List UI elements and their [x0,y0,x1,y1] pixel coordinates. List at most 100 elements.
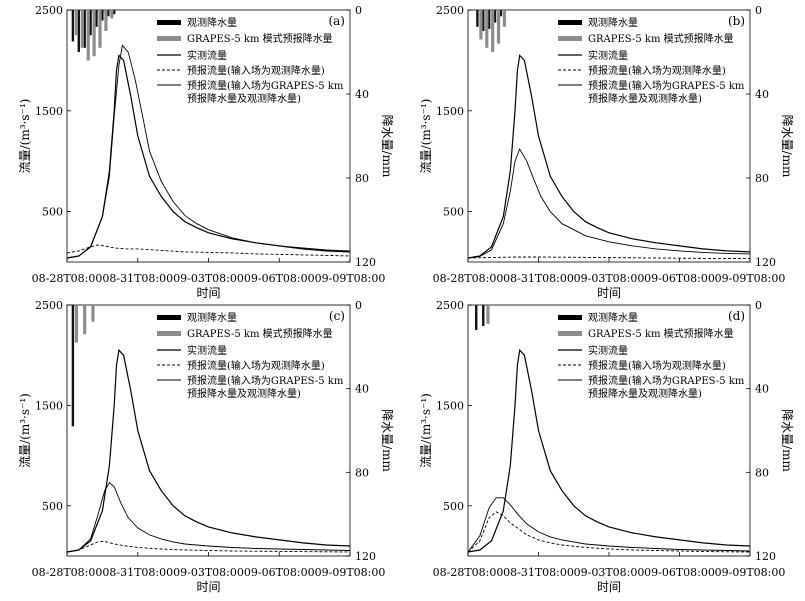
legend-label: 观测降水量 [588,311,638,324]
y2-axis-label: 降水量/mm [380,115,394,178]
y-tick-label: 2500 [35,4,63,17]
legend-label: 实测流量 [187,344,227,357]
forecast-flow-grapes-line [467,497,751,553]
y2-tick-label: 80 [755,172,769,185]
y-tick-label: 1500 [436,105,464,118]
fcst-rain-bar [496,10,501,44]
legend-label: GRAPES-5 km 模式预报降水量 [588,327,734,340]
legend-swatch-obs-rain [157,315,181,320]
legend-label: 预报流量(输入场为GRAPES-5 km [187,374,344,387]
y-tick-label: 500 [443,206,464,219]
y2-tick-label: 0 [355,299,362,312]
y2-axis-label: 降水量/mm [780,409,794,472]
plot-frame [66,9,351,263]
y2-tick-label: 40 [355,383,369,396]
obs-rain-bar [107,10,110,17]
x-tick-label: 09-09T08:00 [715,272,786,285]
x-tick-label: 08-28T08:00 [32,272,103,285]
legend-label: 预报降水量及观测降水量) [187,92,301,105]
obs-rain-bar [475,305,478,331]
y-axis-label: 流量/(m³·s⁻¹) [419,99,433,174]
fcst-rain-bar [74,10,79,36]
legend-swatch-fcst-rain [558,331,582,336]
y-axis-label: 流量/(m³·s⁻¹) [18,99,32,174]
y2-tick-label: 80 [755,466,769,479]
y2-tick-label: 40 [755,383,769,396]
y2-tick-label: 120 [355,256,376,269]
x-tick-label: 08-31T08:00 [102,272,173,285]
fcst-rain-bar [80,10,84,48]
legend-label: 预报降水量及观测降水量) [187,387,301,400]
obs-rain-bar [499,10,503,17]
legend-label: 预报流量(输入场为GRAPES-5 km [588,374,745,387]
forecast-flow-obs-rain-line [467,511,751,553]
x-tick-label: 08-28T08:00 [32,566,103,579]
legend-label: 预报流量(输入场为观测降水量) [588,359,726,372]
x-tick-label: 09-06T08:00 [244,566,315,579]
legend-label: 实测流量 [588,344,628,357]
legend-label: 预报降水量及观测降水量) [588,92,702,105]
fcst-rain-bar [92,10,96,57]
fcst-rain-bar [479,10,483,40]
x-tick-label: 08-31T08:00 [102,566,173,579]
obs-rain-bar [71,10,75,42]
x-tick-label: 09-03T08:00 [173,566,244,579]
legend-label: 实测流量 [187,49,227,62]
chart-panel-3: 500 1500 2500 0 40 80 120 08-28T08:00 08-31T08:0… [18,299,394,594]
panel-label: (b) [728,14,745,28]
panel-label: (c) [329,309,345,323]
legend-swatch-obs-rain [157,20,181,25]
y2-tick-label: 120 [755,256,776,269]
y-tick-label: 2500 [436,4,464,17]
x-tick-label: 08-31T08:00 [503,272,574,285]
x-tick-label: 08-28T08:00 [433,272,504,285]
legend-swatch-fcst-rain [558,36,582,41]
fcst-rain-bar [98,10,102,48]
x-tick-label: 08-28T08:00 [433,566,504,579]
legend-swatch-obs-rain [558,315,582,320]
x-axis-label: 时间 [597,580,621,594]
y2-axis-label: 降水量/mm [380,409,394,472]
fcst-rain-bar [83,305,87,335]
obs-rain-bar [482,305,485,326]
legend-label: 预报流量(输入场为观测降水量) [187,359,325,372]
legend-label: 预报流量(输入场为观测降水量) [588,64,726,77]
observed-flow-line [467,54,751,259]
obs-rain-bar [95,10,98,27]
x-tick-label: 09-03T08:00 [574,566,645,579]
legend-label: 预报流量(输入场为GRAPES-5 km [187,79,344,92]
x-tick-label: 09-09T08:00 [315,566,386,579]
legend-label: 预报流量(输入场为GRAPES-5 km [588,79,745,92]
legend-swatch-fcst-rain [157,36,181,41]
y-tick-label: 500 [42,500,63,513]
fcst-rain-bar [491,10,495,52]
plot-frame [66,304,351,557]
legend-label: GRAPES-5 km 模式预报降水量 [187,327,333,340]
y2-tick-label: 40 [755,88,769,101]
y-tick-label: 500 [42,206,63,219]
observed-flow-line [467,348,751,553]
fcst-rain-bar [86,10,90,61]
x-tick-label: 09-06T08:00 [644,566,715,579]
obs-rain-bar [482,10,485,31]
x-tick-label: 09-03T08:00 [574,272,645,285]
y2-tick-label: 80 [355,172,369,185]
fcst-rain-bar [74,305,79,343]
x-tick-label: 08-31T08:00 [503,566,574,579]
fcst-rain-bar [485,10,489,48]
obs-rain-bar [71,305,75,427]
fcst-rain-bar [502,10,507,27]
chart-panel-4: 500 1500 2500 0 40 80 120 08-28T08:00 08-31T08:0… [419,299,794,594]
x-tick-label: 09-06T08:00 [644,272,715,285]
observed-flow-line [66,348,351,553]
y2-tick-label: 120 [355,550,376,563]
panel-label: (a) [328,14,345,28]
x-axis-label: 时间 [196,580,220,594]
forecast-flow-obs-rain-line [66,244,351,257]
y2-tick-label: 80 [355,466,369,479]
obs-rain-bar [112,10,116,15]
fcst-rain-bar [110,10,114,19]
fcst-rain-bar [104,10,108,31]
y2-axis-label: 降水量/mm [780,115,794,178]
